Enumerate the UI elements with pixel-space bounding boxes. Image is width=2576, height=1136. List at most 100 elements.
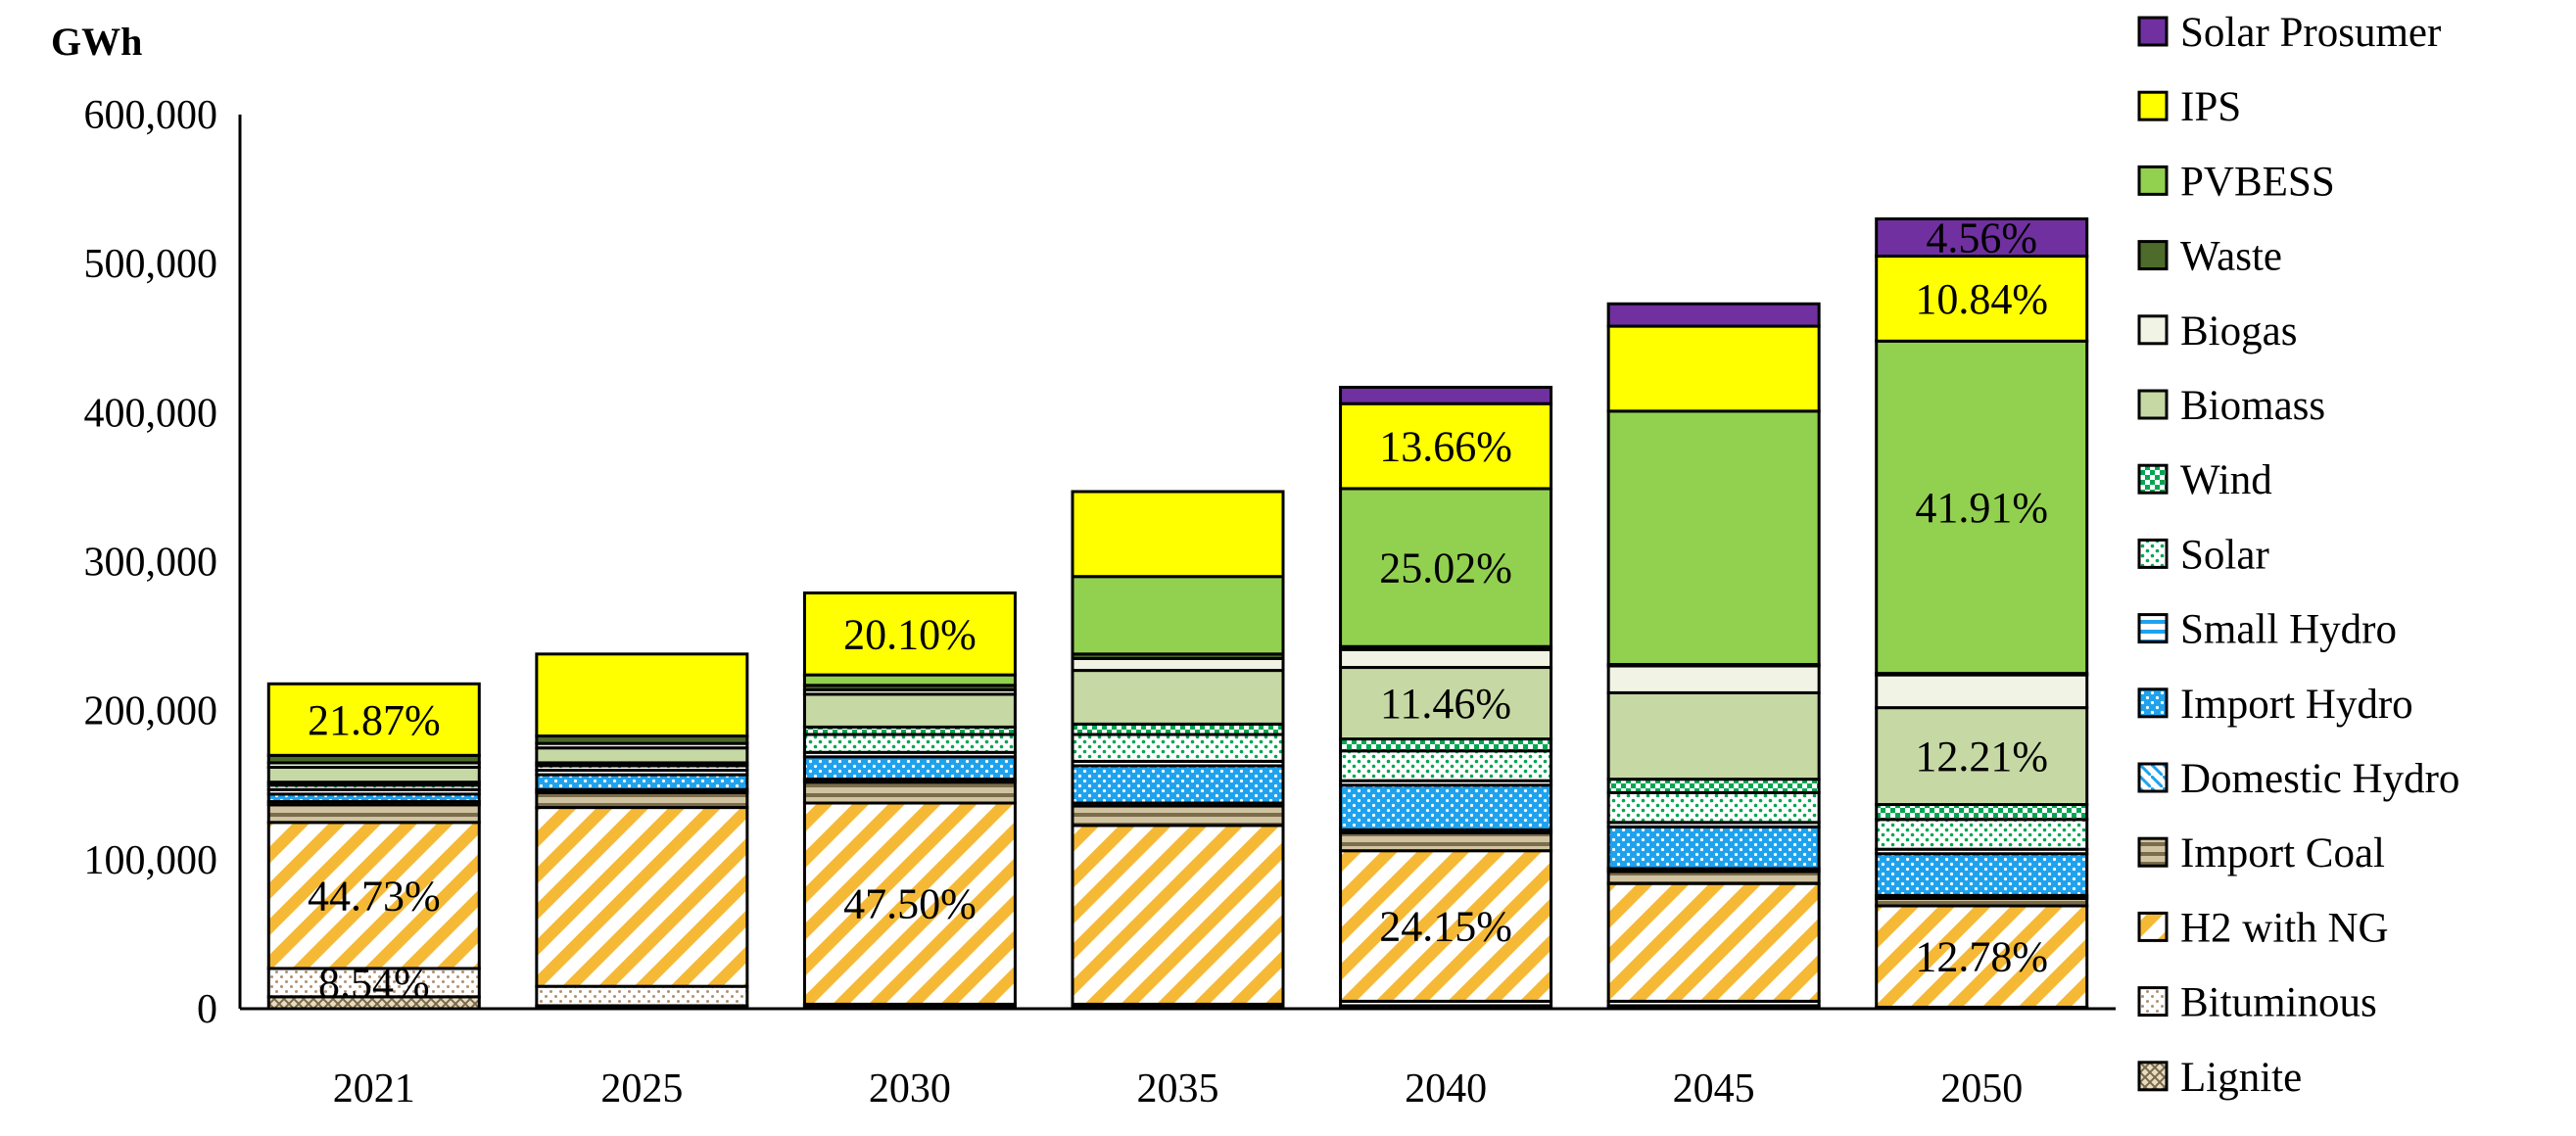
bar-segment-wind: [1071, 722, 1285, 736]
legend-item-small-hydro: Small Hydro: [2137, 607, 2397, 653]
legend-label: PVBESS: [2180, 159, 2335, 205]
bar-segment-biomass: [266, 765, 481, 784]
y-tick-label: 400,000: [84, 391, 218, 436]
legend-swatch: [2137, 613, 2169, 644]
data-label: 41.91%: [1915, 484, 2048, 532]
x-tick-label: 2045: [1673, 1066, 1755, 1112]
bar-segment-import-hydro: [1875, 852, 2089, 897]
bar-segment-import-coal: [266, 803, 481, 825]
bar-segment-import-coal: [802, 781, 1017, 805]
legend-label: Biomass: [2180, 383, 2325, 429]
bar-segment-biomass: [1071, 669, 1285, 726]
legend-item-bituminous: Bituminous: [2137, 980, 2377, 1026]
legend-label: Domestic Hydro: [2180, 756, 2459, 802]
data-label: 12.78%: [1915, 933, 2048, 981]
bar-segment-bituminous: [535, 984, 749, 1008]
bar-stack-2021: [266, 682, 481, 1011]
legend-item-lignite: Lignite: [2137, 1055, 2302, 1101]
x-tick-label: 2025: [600, 1066, 683, 1112]
y-tick-label: 300,000: [84, 541, 218, 586]
data-label: 20.10%: [843, 610, 977, 658]
legend-item-biogas: Biogas: [2137, 308, 2297, 355]
y-axis-unit-label: GWh: [51, 20, 142, 64]
bar-segment-import-hydro: [1071, 764, 1285, 805]
legend-item-solar: Solar: [2137, 532, 2269, 578]
data-label: 12.21%: [1915, 733, 2048, 781]
bar-stack-2030: [802, 591, 1017, 1011]
bar-stack-2025: [535, 652, 749, 1011]
legend-swatch: [2137, 986, 2169, 1018]
bar-segment-biomass: [1606, 690, 1821, 781]
legend-label: Solar Prosumer: [2180, 10, 2441, 56]
bar-segment-import-hydro: [1339, 783, 1553, 831]
bar-segment-biomass: [802, 692, 1017, 729]
legend-swatch: [2137, 90, 2169, 121]
bar-segment-solar-prosumer: [1875, 217, 2089, 259]
bar-segment-h2-with-ng: [266, 821, 481, 970]
legend-label: Solar: [2180, 532, 2269, 578]
y-tick-label: 600,000: [84, 93, 218, 138]
bar-segment-solar: [1875, 818, 2089, 851]
bar-segment-biomass: [1339, 666, 1553, 741]
data-label: 11.46%: [1380, 680, 1511, 728]
bar-segment-solar-prosumer: [1339, 385, 1553, 405]
legend-label: Bituminous: [2180, 980, 2377, 1026]
legend-label: Waste: [2180, 234, 2282, 280]
bar-segment-pvbess: [802, 673, 1017, 687]
bar-segment-solar: [1606, 790, 1821, 825]
legend-swatch: [2137, 240, 2169, 271]
bar-segment-pvbess: [1071, 575, 1285, 656]
bar-segment-ips: [1606, 324, 1821, 413]
bar-segment-import-coal: [1339, 830, 1553, 853]
bar-segment-import-coal: [1606, 870, 1821, 885]
legend-item-h2-with-ng: H2 with NG: [2137, 905, 2389, 951]
bar-segment-solar: [1071, 733, 1285, 763]
bar-segment-biogas: [1339, 647, 1553, 670]
bar-segment-biogas: [1606, 664, 1821, 694]
legend-swatch: [2137, 314, 2169, 346]
bar-stack-2050: [1875, 217, 2089, 1011]
legend-item-biomass: Biomass: [2137, 383, 2325, 429]
data-label: 10.84%: [1915, 275, 2048, 323]
legend-label: H2 with NG: [2180, 905, 2389, 951]
x-tick-label: 2040: [1405, 1066, 1487, 1112]
legend-label: Import Hydro: [2180, 682, 2413, 728]
bar-segment-wind: [1875, 803, 2089, 822]
bar-segment-biogas: [1875, 673, 2089, 710]
legend-swatch: [2137, 16, 2169, 47]
legend-label: IPS: [2180, 84, 2241, 130]
y-tick-label: 0: [197, 987, 217, 1032]
legend-item-ips: IPS: [2137, 84, 2241, 130]
data-label: 47.50%: [843, 880, 977, 928]
bar-segment-solar: [1339, 749, 1553, 782]
y-tick-label: 200,000: [84, 689, 218, 734]
bar-segment-ips: [266, 682, 481, 757]
bar-segment-biomass: [535, 746, 749, 765]
legend-item-wind: Wind: [2137, 457, 2272, 503]
legend-swatch: [2137, 836, 2169, 868]
bar-segment-h2-with-ng: [1875, 904, 2089, 1009]
bar-segment-import-hydro: [535, 773, 749, 791]
bar-segment-ips: [1071, 490, 1285, 579]
bar-segment-pvbess: [1339, 487, 1553, 648]
bar-stack-2040: [1339, 385, 1553, 1011]
bar-segment-import-hydro: [802, 755, 1017, 781]
data-label: 4.56%: [1926, 214, 2037, 262]
y-tick-label: 100,000: [84, 838, 218, 883]
bar-segment-import-coal: [1071, 804, 1285, 828]
x-tick-label: 2030: [869, 1066, 951, 1112]
bar-segment-h2-with-ng: [802, 801, 1017, 1006]
bar-stack-2045: [1606, 302, 1821, 1011]
bar-segment-h2-with-ng: [1606, 881, 1821, 1003]
x-tick-label: 2050: [1940, 1066, 2023, 1112]
x-tick-label: 2035: [1137, 1066, 1219, 1112]
legend-item-import-hydro: Import Hydro: [2137, 682, 2413, 728]
bar-segment-wind: [1606, 778, 1821, 794]
legend-label: Small Hydro: [2180, 607, 2397, 653]
legend-swatch: [2137, 165, 2169, 196]
legend-item-pvbess: PVBESS: [2137, 159, 2335, 205]
data-label: 25.02%: [1379, 544, 1512, 592]
legend-item-domestic-hydro: Domestic Hydro: [2137, 756, 2459, 802]
legend-item-solar-prosumer: Solar Prosumer: [2137, 10, 2441, 56]
